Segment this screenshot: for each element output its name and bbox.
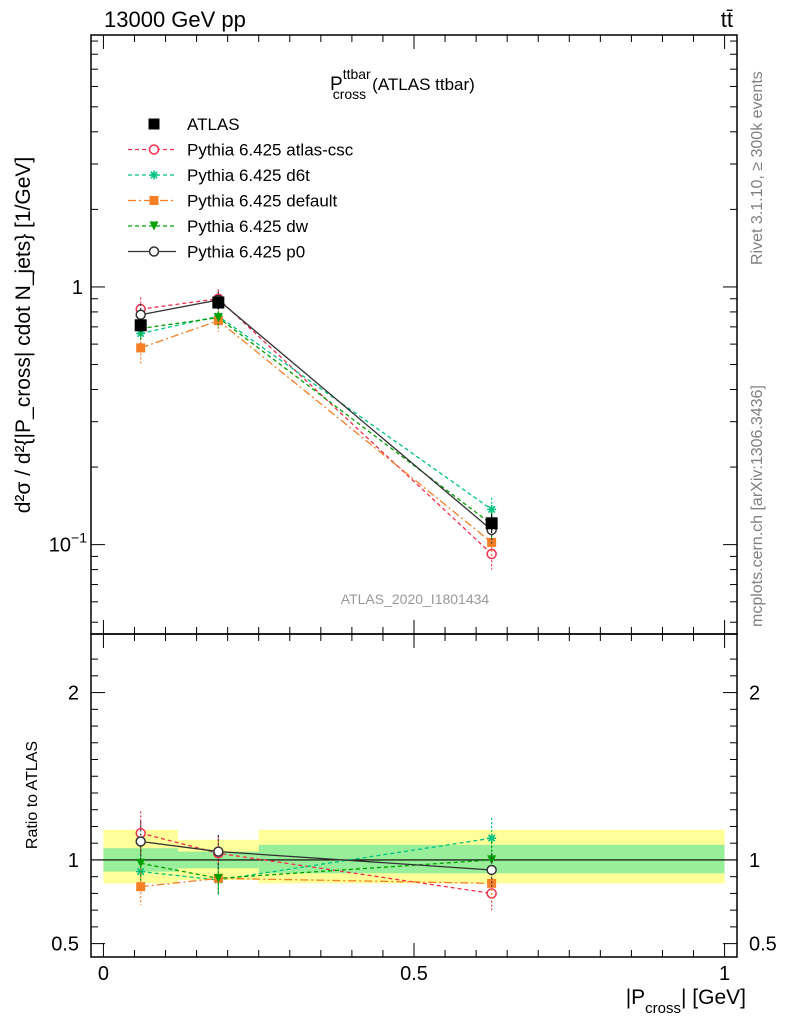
ratio-y-tick-label: 0.5 bbox=[51, 934, 79, 956]
ratio-frame bbox=[90, 633, 738, 958]
legend-marker-pythia-6-425-p0 bbox=[148, 246, 160, 257]
y-tick-label: 10−1 bbox=[49, 530, 87, 557]
series-line-pythia-6-425-dw bbox=[140, 316, 493, 525]
y-axis-label: d²σ / d²{|P_cross| cdot N_jets} [1/GeV] bbox=[12, 157, 35, 514]
point-pythia-6-425-default bbox=[136, 343, 146, 353]
ratio-point-pythia-6-425-dw bbox=[213, 873, 223, 883]
x-tick-label: 0.5 bbox=[400, 963, 428, 985]
ratio-point-pythia-6-425-dw bbox=[487, 855, 497, 865]
ratio-point-pythia-6-425-dw bbox=[136, 858, 146, 868]
legend-label: Pythia 6.425 p0 bbox=[187, 243, 305, 262]
x-axis-label-pre: |P bbox=[626, 986, 645, 1009]
ratio-line-pythia-6-425-default bbox=[140, 877, 492, 888]
ratio-point-pythia-6-425-p0 bbox=[213, 846, 224, 857]
y-tick-label-base: 10 bbox=[49, 535, 71, 557]
legend-marker-pythia-6-425-default bbox=[149, 196, 159, 205]
energy-label: 13000 GeV pp bbox=[104, 7, 246, 32]
legend-marker-atlas bbox=[148, 118, 160, 130]
y-tick-label: 1 bbox=[72, 277, 83, 299]
ratio-y-tick-label-right: 1 bbox=[749, 850, 760, 872]
point-pythia-6-425-atlas-csc bbox=[486, 548, 497, 560]
x-tick-label: 0 bbox=[98, 963, 109, 985]
ratio-y-tick-label: 2 bbox=[68, 683, 79, 705]
series-line-pythia-6-425-default bbox=[140, 319, 493, 543]
legend-label: Pythia 6.425 atlas-csc bbox=[187, 141, 354, 160]
marker-stroke bbox=[150, 171, 158, 179]
ratio-point-pythia-6-425-d6t bbox=[487, 833, 497, 843]
point-pythia-6-425-p0 bbox=[135, 309, 146, 321]
legend-label: ATLAS bbox=[187, 115, 240, 134]
legend-label: Pythia 6.425 dw bbox=[187, 217, 309, 236]
process-label: tt̄ bbox=[721, 7, 733, 32]
ratio-y-tick-label: 1 bbox=[68, 850, 79, 872]
plot-title: Pttbar cross (ATLAS ttbar) bbox=[330, 66, 475, 102]
ratio-y-tick-label-right: 0.5 bbox=[749, 934, 777, 956]
rivet-label: Rivet 3.1.10, ≥ 300k events bbox=[749, 71, 766, 265]
x-axis-label: |Pcross| [GeV] bbox=[626, 986, 746, 1017]
x-tick-label: 1 bbox=[719, 963, 730, 985]
point-atlas bbox=[212, 296, 225, 309]
legend-label: Pythia 6.425 default bbox=[187, 192, 338, 211]
plot-title-suffix: (ATLAS ttbar) bbox=[372, 75, 475, 94]
marker-stroke bbox=[487, 505, 496, 514]
plot-title-sup: ttbar bbox=[343, 66, 371, 82]
ratio-point-pythia-6-425-default bbox=[136, 882, 146, 892]
legend: ATLAS Pythia 6.425 atlas-csc Pythia 6.425 … bbox=[128, 115, 354, 262]
series-line-pythia-6-425-d6t bbox=[140, 315, 493, 510]
x-axis-label-sub: cross bbox=[645, 1000, 681, 1017]
point-atlas bbox=[485, 517, 498, 530]
x-axis-label-post: | [GeV] bbox=[681, 986, 746, 1009]
legend-label: Pythia 6.425 d6t bbox=[187, 166, 310, 185]
legend-marker-pythia-6-425-atlas-csc bbox=[148, 144, 160, 155]
plot-title-sub: cross bbox=[333, 86, 366, 102]
ratio-panel: 0 0.5 1 0.5 0.5 1 1 2 2 bbox=[51, 633, 777, 985]
ratio-y-tick-label-right: 2 bbox=[749, 683, 760, 705]
series-line-pythia-6-425-atlas-csc bbox=[140, 298, 493, 555]
main-panel: 10−1 1 bbox=[49, 34, 738, 957]
ratio-point-pythia-6-425-default bbox=[487, 878, 497, 888]
legend-marker-pythia-6-425-dw bbox=[149, 221, 159, 231]
ratio-axis-label: Ratio to ATLAS bbox=[24, 741, 41, 849]
legend-marker-pythia-6-425-d6t bbox=[149, 170, 159, 180]
series-line-pythia-6-425-p0 bbox=[140, 299, 493, 531]
ratio-point-pythia-6-425-p0 bbox=[486, 864, 497, 876]
y-tick-label-exp: −1 bbox=[71, 530, 87, 546]
ratio-point-pythia-6-425-p0 bbox=[135, 836, 146, 847]
marker-stroke bbox=[487, 834, 496, 842]
point-atlas bbox=[134, 319, 147, 332]
point-pythia-6-425-dw bbox=[213, 313, 223, 323]
y-tick-label-base: 1 bbox=[72, 277, 83, 299]
watermark: ATLAS_2020_I1801434 bbox=[341, 591, 490, 607]
plot-title-main: P bbox=[330, 74, 343, 95]
mcplots-label: mcplots.cern.ch [arXiv:1306.3436] bbox=[749, 385, 766, 627]
